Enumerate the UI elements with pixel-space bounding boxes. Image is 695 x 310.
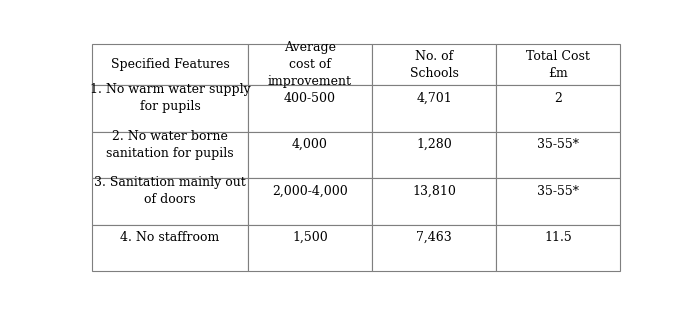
Text: 4,000: 4,000 [292,138,328,151]
Text: 13,810: 13,810 [412,185,456,198]
Bar [92,44,248,85]
Text: 4,701: 4,701 [416,92,452,105]
Text: 2. No water borne
sanitation for pupils: 2. No water borne sanitation for pupils [106,130,234,160]
Bar [92,225,248,271]
Bar [496,178,620,225]
Text: 4. No staffroom: 4. No staffroom [120,231,220,244]
Text: 1,500: 1,500 [292,231,328,244]
Bar [92,85,248,132]
Bar [372,44,496,85]
Text: 1,280: 1,280 [416,138,452,151]
Bar [496,132,620,178]
Text: 3. Sanitation mainly out
of doors: 3. Sanitation mainly out of doors [95,176,246,206]
Text: No. of
Schools: No. of Schools [409,50,459,80]
Text: 400-500: 400-500 [284,92,336,105]
Bar [92,178,248,225]
Text: 2,000-4,000: 2,000-4,000 [272,185,348,198]
Text: 35-55*: 35-55* [537,185,579,198]
Text: Specified Features: Specified Features [111,58,229,71]
Bar [372,178,496,225]
Bar [496,44,620,85]
Bar [496,225,620,271]
Bar [248,225,372,271]
Bar [92,132,248,178]
Text: 1. No warm water supply
for pupils: 1. No warm water supply for pupils [90,83,250,113]
Text: Total Cost
£m: Total Cost £m [526,50,590,80]
Text: 2: 2 [554,92,562,105]
Bar [496,85,620,132]
Bar [248,178,372,225]
Bar [372,132,496,178]
Text: 7,463: 7,463 [416,231,452,244]
Bar [248,85,372,132]
Bar [372,225,496,271]
Bar [248,44,372,85]
Text: 11.5: 11.5 [544,231,572,244]
Bar [372,85,496,132]
Bar [248,132,372,178]
Text: Average
cost of
improvement: Average cost of improvement [268,41,352,88]
Text: 35-55*: 35-55* [537,138,579,151]
